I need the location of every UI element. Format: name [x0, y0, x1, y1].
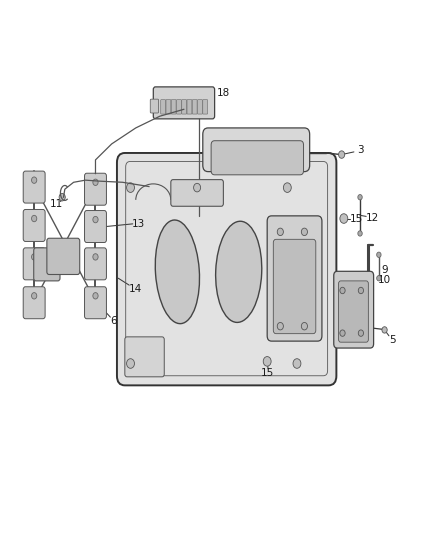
Text: 16: 16 [178, 181, 191, 190]
Text: 9: 9 [381, 265, 388, 275]
Text: 5: 5 [389, 335, 396, 345]
FancyBboxPatch shape [203, 128, 310, 172]
FancyBboxPatch shape [182, 100, 187, 114]
FancyBboxPatch shape [23, 248, 45, 280]
FancyBboxPatch shape [34, 248, 60, 281]
Circle shape [283, 183, 291, 192]
Circle shape [339, 151, 345, 158]
FancyBboxPatch shape [192, 100, 197, 114]
Circle shape [377, 252, 381, 257]
Text: 13: 13 [132, 219, 145, 229]
FancyBboxPatch shape [23, 171, 45, 203]
FancyBboxPatch shape [153, 87, 215, 119]
FancyBboxPatch shape [171, 180, 223, 206]
Circle shape [377, 276, 381, 281]
Circle shape [301, 322, 307, 330]
FancyBboxPatch shape [166, 100, 171, 114]
Circle shape [277, 228, 283, 236]
FancyBboxPatch shape [203, 100, 208, 114]
FancyBboxPatch shape [273, 239, 316, 334]
FancyBboxPatch shape [198, 100, 202, 114]
FancyBboxPatch shape [85, 211, 106, 243]
Circle shape [277, 322, 283, 330]
Circle shape [127, 359, 134, 368]
FancyBboxPatch shape [85, 248, 106, 280]
Text: 10: 10 [378, 275, 391, 285]
FancyBboxPatch shape [334, 271, 374, 348]
FancyBboxPatch shape [23, 287, 45, 319]
Circle shape [340, 214, 348, 223]
Ellipse shape [215, 221, 262, 322]
FancyBboxPatch shape [125, 337, 164, 377]
FancyBboxPatch shape [339, 281, 368, 342]
Circle shape [93, 216, 98, 223]
Circle shape [32, 293, 37, 299]
Text: 18: 18 [217, 88, 230, 98]
Text: 3: 3 [357, 146, 364, 155]
Text: 15: 15 [350, 214, 363, 223]
Circle shape [340, 330, 345, 336]
Circle shape [358, 231, 362, 236]
FancyBboxPatch shape [23, 209, 45, 241]
Circle shape [59, 193, 65, 201]
Circle shape [263, 357, 271, 366]
Circle shape [358, 195, 362, 200]
Circle shape [32, 215, 37, 222]
Ellipse shape [155, 220, 200, 324]
Circle shape [340, 287, 345, 294]
Circle shape [93, 254, 98, 260]
FancyBboxPatch shape [177, 100, 181, 114]
FancyBboxPatch shape [47, 238, 80, 274]
Text: 14: 14 [129, 284, 142, 294]
Text: 15: 15 [261, 368, 274, 378]
FancyBboxPatch shape [267, 216, 322, 341]
Text: 7: 7 [49, 272, 56, 282]
Circle shape [358, 330, 364, 336]
Circle shape [93, 293, 98, 299]
Text: 1: 1 [233, 133, 240, 142]
Circle shape [194, 183, 201, 192]
Text: 2: 2 [255, 130, 262, 139]
Text: 12: 12 [366, 213, 379, 223]
Circle shape [382, 327, 387, 333]
Circle shape [32, 177, 37, 183]
Circle shape [301, 228, 307, 236]
Circle shape [127, 183, 134, 192]
FancyBboxPatch shape [85, 287, 106, 319]
FancyBboxPatch shape [150, 99, 159, 113]
Circle shape [32, 254, 37, 260]
Text: 6: 6 [110, 317, 117, 326]
FancyBboxPatch shape [117, 153, 336, 385]
FancyBboxPatch shape [161, 100, 166, 114]
Circle shape [358, 287, 364, 294]
FancyBboxPatch shape [171, 100, 176, 114]
Circle shape [293, 359, 301, 368]
FancyBboxPatch shape [85, 173, 106, 205]
FancyBboxPatch shape [187, 100, 192, 114]
Text: 11: 11 [49, 199, 63, 208]
Circle shape [93, 179, 98, 185]
Text: 4: 4 [341, 329, 348, 338]
FancyBboxPatch shape [211, 141, 304, 175]
